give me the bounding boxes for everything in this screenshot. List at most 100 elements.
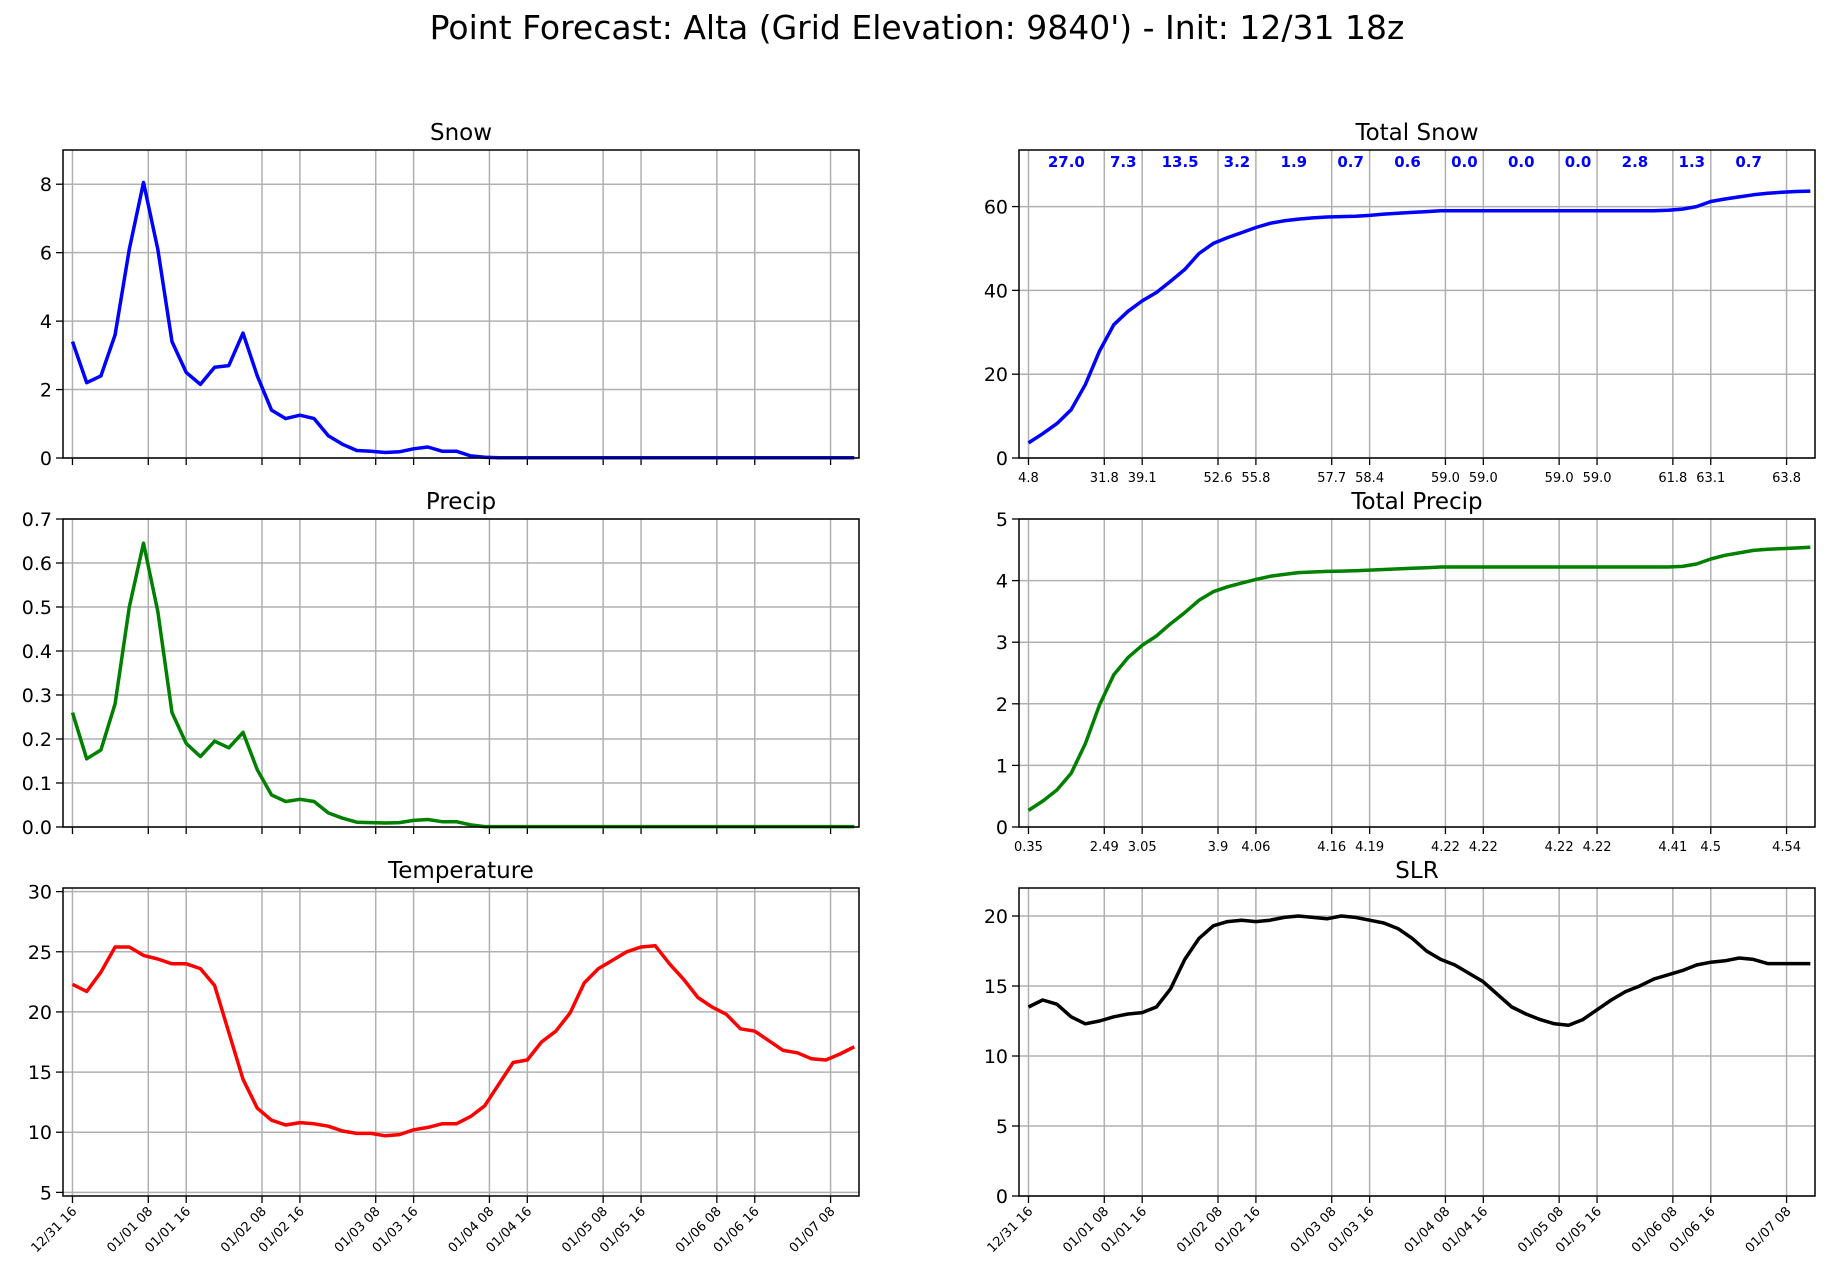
x-tick-value-label: 4.22 [1583, 840, 1612, 855]
period-total-label: 0.6 [1394, 153, 1421, 171]
x-tick-value-label: 57.7 [1317, 471, 1346, 486]
y-tick-label: 0 [40, 448, 52, 470]
x-tick-value-label: 3.9 [1208, 840, 1229, 855]
x-tick-value-label: 63.1 [1696, 471, 1725, 486]
y-tick-label: 0.0 [22, 817, 52, 839]
panel-title: Total Precip [1350, 489, 1482, 515]
x-tick-label: 12/31 16 [29, 1204, 81, 1256]
panel-title: Snow [430, 120, 492, 146]
period-total-label: 27.0 [1048, 153, 1085, 171]
x-tick-value-label: 4.06 [1241, 840, 1270, 855]
y-tick-label: 0 [996, 1186, 1008, 1208]
panel-precip: Precip 0.0 0.1 0.2 0.3 0.4 0.5 0.6 0.7 [22, 489, 860, 839]
period-total-label: 1.3 [1679, 153, 1706, 171]
y-tick-label: 60 [984, 197, 1008, 219]
panel-title: Total Snow [1354, 120, 1478, 146]
x-tick-value-label: 4.22 [1469, 840, 1498, 855]
x-tick-value-label: 2.49 [1090, 840, 1119, 855]
x-tick-value-label: 4.22 [1431, 840, 1460, 855]
y-tick-label: 0.7 [22, 509, 52, 531]
x-tick-value-label: 52.6 [1204, 471, 1233, 486]
y-tick-label: 0 [996, 817, 1008, 839]
panel-title: Precip [426, 489, 496, 515]
period-total-label: 2.8 [1622, 153, 1649, 171]
y-tick-label: 1 [996, 755, 1008, 777]
period-total-label: 1.9 [1281, 153, 1308, 171]
y-tick-label: 10 [984, 1046, 1008, 1068]
x-tick-value-label: 59.0 [1431, 471, 1460, 486]
period-total-label: 0.7 [1337, 153, 1364, 171]
period-total-label: 0.0 [1565, 153, 1592, 171]
x-tick-label: 12/31 16 [985, 1204, 1037, 1256]
x-tick-value-label: 4.41 [1658, 840, 1687, 855]
y-tick-label: 40 [984, 280, 1008, 302]
axes-frame [62, 887, 860, 1197]
panel-total-snow: Total Snow 4.8 31.8 39.1 52.6 55.8 57.7 58.4 59.… [984, 120, 1816, 486]
panel-snow: Snow 0 2 4 6 8 [40, 120, 860, 470]
x-tick-value-label: 59.0 [1545, 471, 1574, 486]
y-tick-label: 0.2 [22, 729, 52, 751]
x-tick-value-label: 4.5 [1700, 840, 1721, 855]
y-tick-label: 25 [28, 942, 52, 964]
y-tick-label: 3 [996, 632, 1008, 654]
panel-title: SLR [1395, 858, 1438, 884]
x-tick-value-label: 4.8 [1018, 471, 1039, 486]
series-line [70, 180, 855, 460]
y-tick-label: 30 [28, 882, 52, 904]
x-tick-label: 01/07 08 [1743, 1204, 1795, 1256]
y-tick-label: 0.6 [22, 553, 52, 575]
x-tick-value-label: 58.4 [1355, 471, 1384, 486]
series-line [1027, 189, 1811, 445]
x-tick-label: 01/07 08 [787, 1204, 839, 1256]
x-tick-value-label: 4.54 [1772, 840, 1801, 855]
axes-frame [1018, 518, 1816, 828]
x-tick-value-label: 63.8 [1772, 471, 1801, 486]
y-tick-label: 6 [40, 243, 52, 265]
figure-title: Point Forecast: Alta (Grid Elevation: 98… [429, 8, 1405, 47]
y-tick-label: 4 [996, 571, 1008, 593]
y-tick-label: 10 [28, 1122, 52, 1144]
y-tick-label: 5 [996, 509, 1008, 531]
series-line [1027, 545, 1811, 812]
x-tick-value-label: 3.05 [1128, 840, 1157, 855]
panel-title: Temperature [387, 858, 534, 884]
y-tick-label: 15 [984, 976, 1008, 998]
y-tick-label: 20 [984, 364, 1008, 386]
period-total-label: 0.7 [1735, 153, 1762, 171]
axes-frame [1018, 149, 1816, 459]
x-tick-value-label: 4.22 [1545, 840, 1574, 855]
series-line [1027, 914, 1811, 1027]
x-tick-value-label: 31.8 [1090, 471, 1119, 486]
y-tick-label: 15 [28, 1062, 52, 1084]
y-tick-label: 5 [996, 1116, 1008, 1138]
period-total-label: 13.5 [1162, 153, 1199, 171]
y-tick-label: 2 [996, 694, 1008, 716]
y-tick-label: 0.4 [22, 641, 52, 663]
y-tick-label: 2 [40, 380, 52, 402]
y-tick-label: 20 [28, 1002, 52, 1024]
x-tick-value-label: 39.1 [1128, 471, 1157, 486]
x-tick-value-label: 0.35 [1014, 840, 1043, 855]
x-tick-value-label: 55.8 [1241, 471, 1270, 486]
y-tick-label: 8 [40, 174, 52, 196]
period-total-label: 3.2 [1224, 153, 1251, 171]
y-tick-label: 20 [984, 906, 1008, 928]
y-tick-label: 4 [40, 311, 52, 333]
axes-frame [1018, 887, 1816, 1197]
axes-frame [62, 149, 860, 459]
series-line [70, 541, 855, 829]
x-tick-value-label: 4.16 [1317, 840, 1346, 855]
axes-frame [62, 518, 860, 828]
x-tick-value-label: 59.0 [1583, 471, 1612, 486]
y-tick-label: 0 [996, 448, 1008, 470]
period-total-label: 0.0 [1451, 153, 1478, 171]
period-total-label: 7.3 [1110, 153, 1137, 171]
x-tick-value-label: 4.19 [1355, 840, 1384, 855]
y-tick-label: 0.1 [22, 773, 52, 795]
series-line [71, 944, 856, 1138]
period-total-label: 0.0 [1508, 153, 1535, 171]
panel-total-precip: Total Precip 0.35 2.49 3.05 3.9 4.06 4.16 4.19 4… [996, 489, 1816, 855]
